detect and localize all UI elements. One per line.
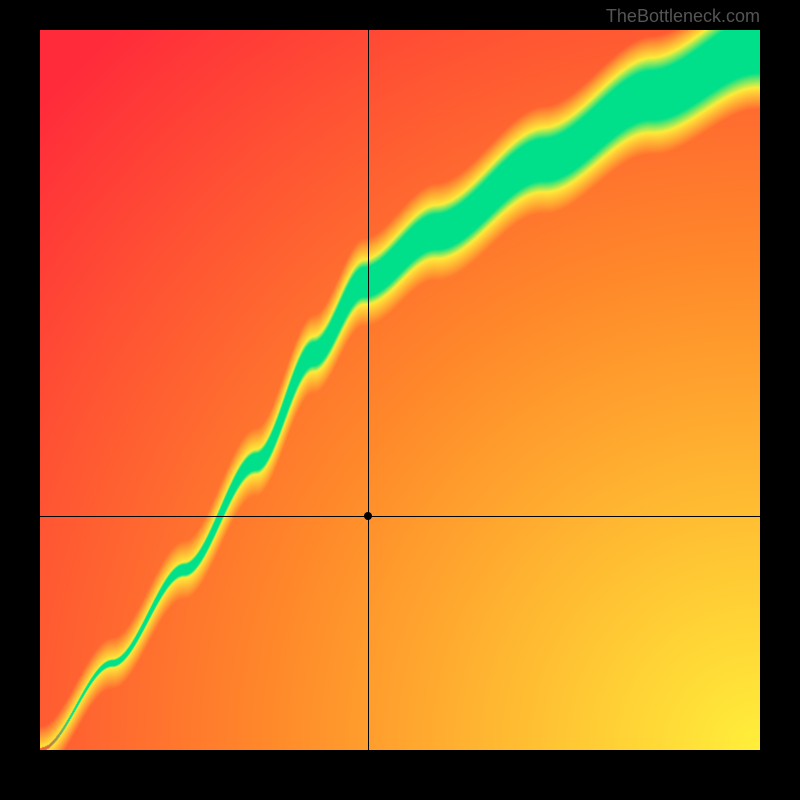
crosshair-marker bbox=[364, 512, 372, 520]
crosshair-vertical bbox=[368, 30, 369, 750]
heatmap-plot bbox=[40, 30, 760, 750]
heatmap-canvas bbox=[40, 30, 760, 750]
watermark: TheBottleneck.com bbox=[606, 6, 760, 27]
crosshair-horizontal bbox=[40, 516, 760, 517]
